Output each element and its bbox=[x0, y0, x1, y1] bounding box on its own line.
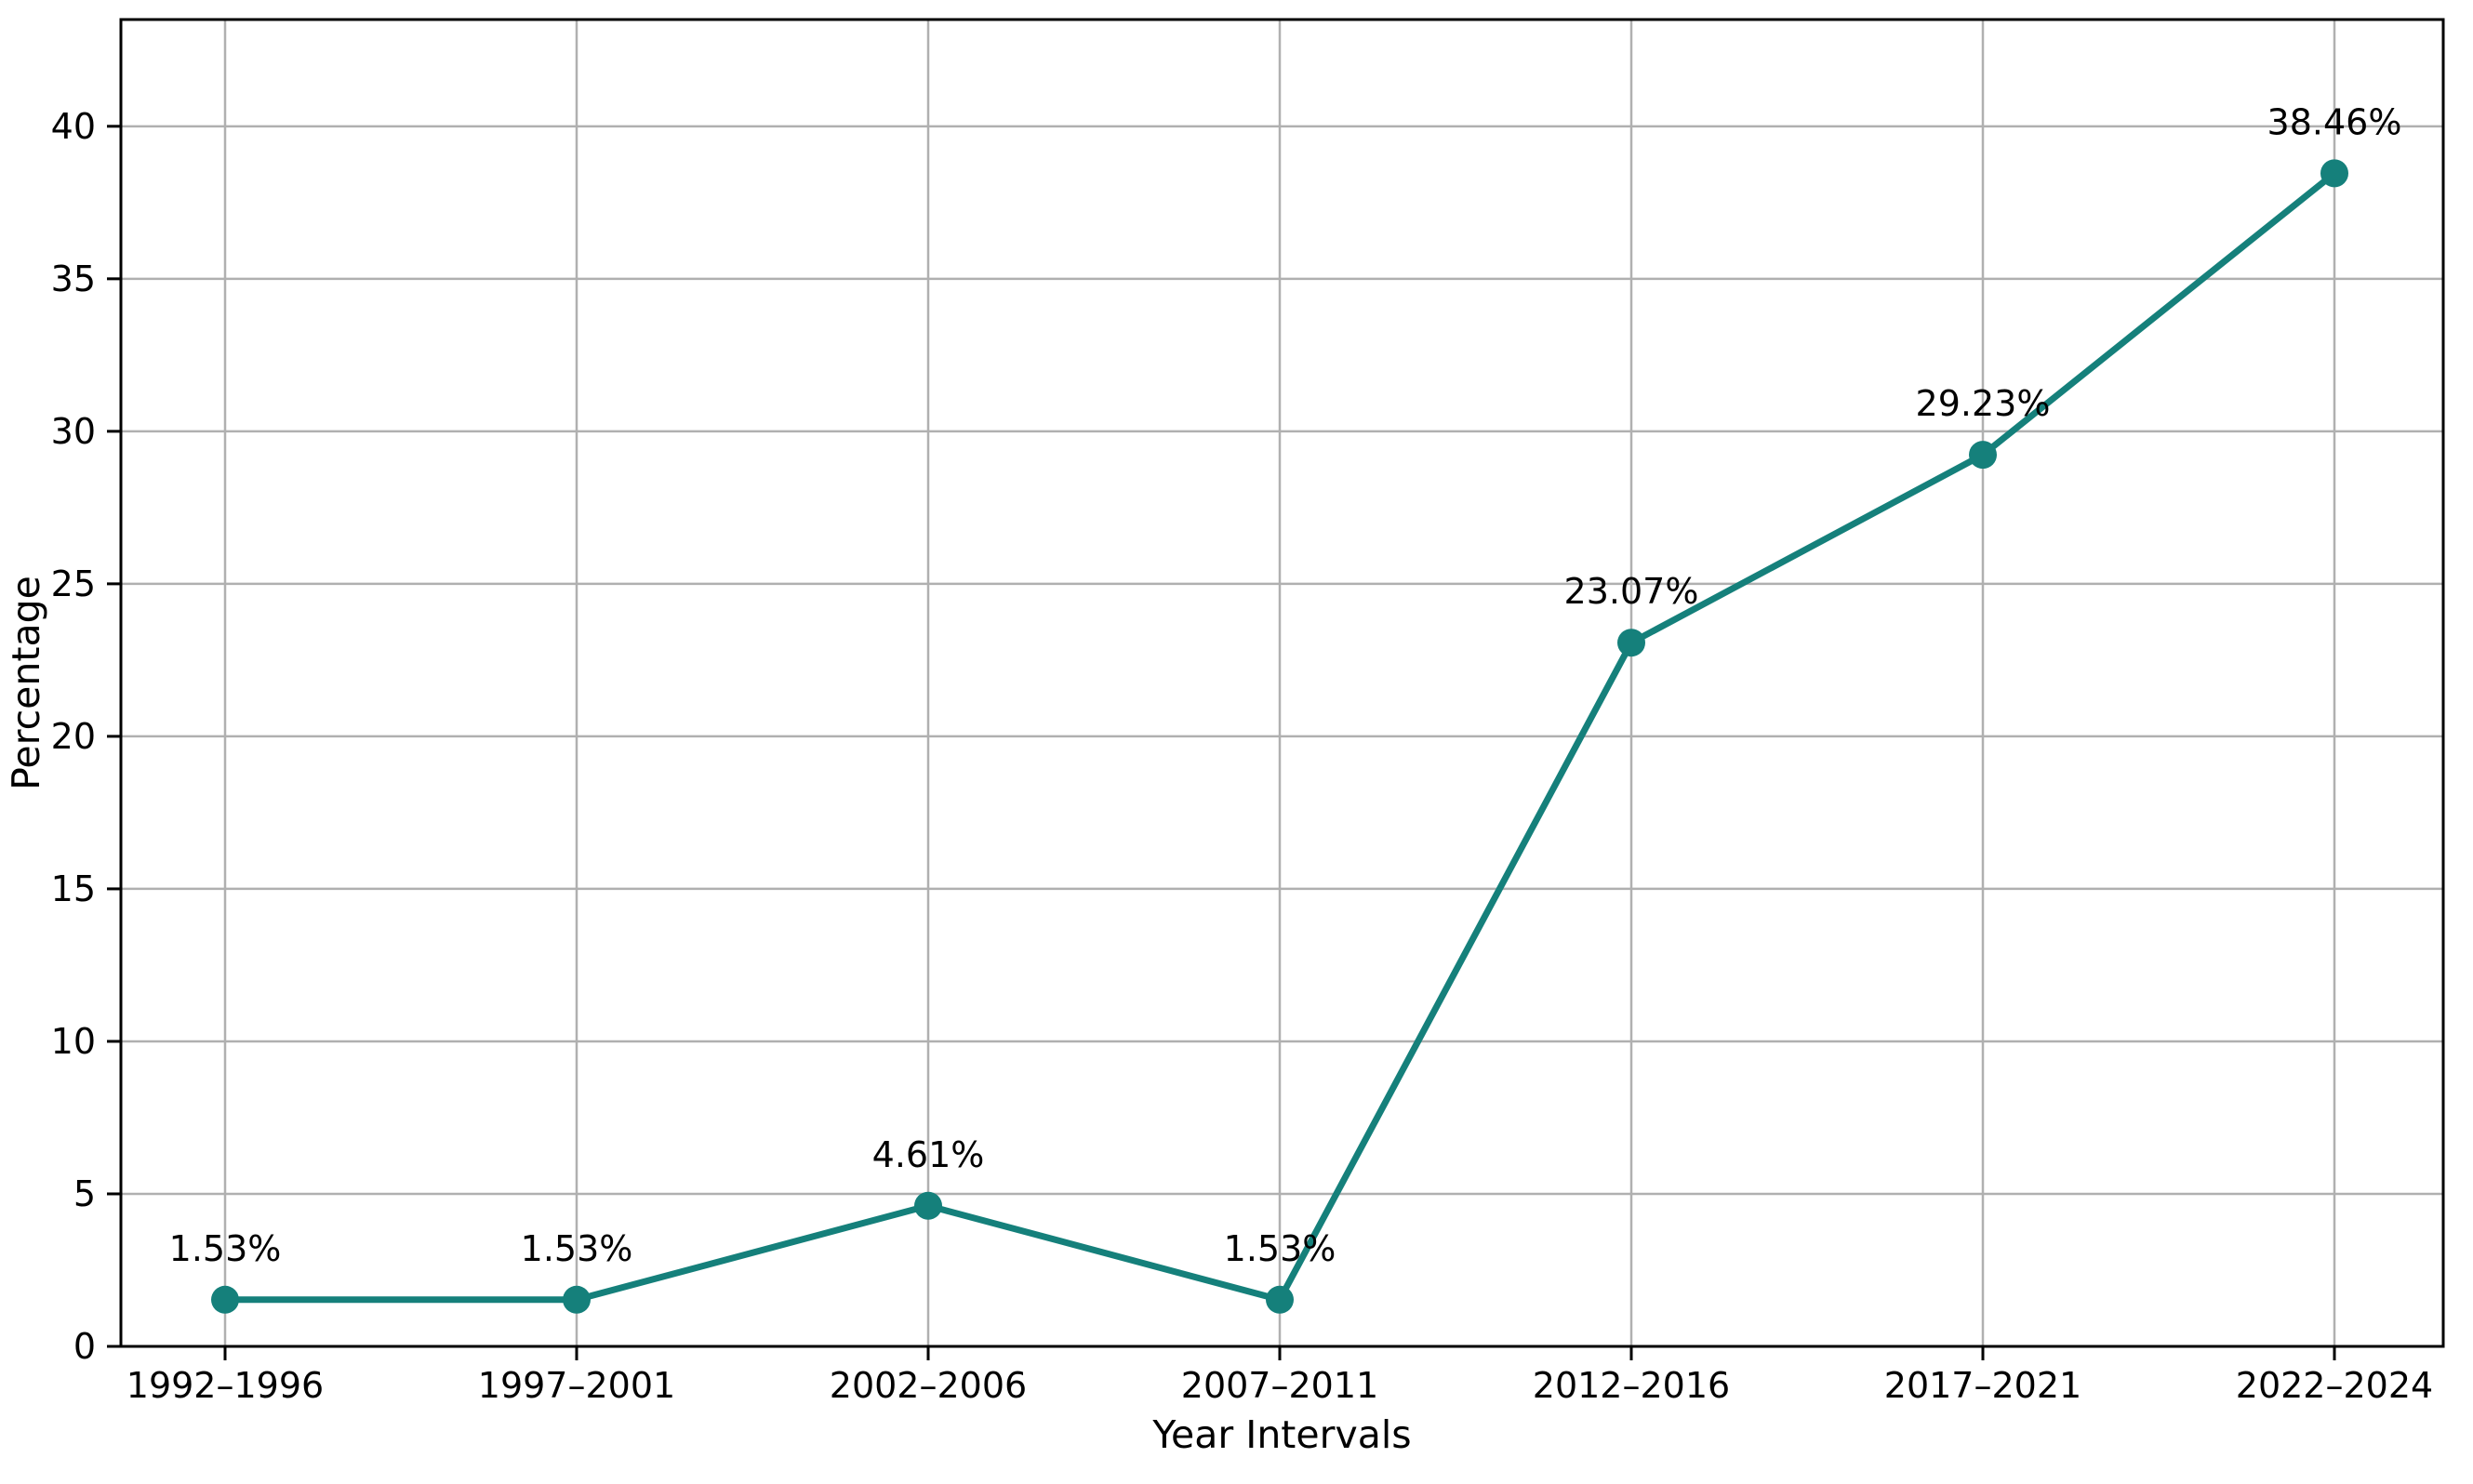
data-point-label: 38.46% bbox=[2267, 101, 2402, 142]
data-point-label: 1.53% bbox=[1224, 1228, 1336, 1269]
x-tick-label: 2017–2021 bbox=[1884, 1365, 2081, 1406]
y-tick-label: 10 bbox=[51, 1021, 96, 1062]
y-tick-label: 25 bbox=[51, 563, 96, 604]
x-tick-label: 2007–2011 bbox=[1181, 1365, 1378, 1406]
x-tick-label: 2022–2024 bbox=[2236, 1365, 2433, 1406]
x-axis-label: Year Intervals bbox=[1151, 1412, 1411, 1457]
data-point-label: 29.23% bbox=[1916, 383, 2051, 424]
y-axis-label: Percentage bbox=[4, 576, 48, 790]
data-point-marker bbox=[914, 1191, 942, 1220]
data-point-marker bbox=[563, 1285, 591, 1314]
data-point-marker bbox=[1969, 441, 1997, 470]
y-tick-label: 0 bbox=[73, 1326, 96, 1367]
y-tick-label: 20 bbox=[51, 716, 96, 757]
data-point-marker bbox=[1266, 1285, 1294, 1314]
x-tick-label: 2012–2016 bbox=[1533, 1365, 1730, 1406]
data-point-marker bbox=[2320, 159, 2348, 188]
y-tick-label: 30 bbox=[51, 411, 96, 452]
x-tick-label: 1992–1996 bbox=[126, 1365, 324, 1406]
y-tick-label: 35 bbox=[51, 258, 96, 299]
data-point-marker bbox=[1617, 629, 1645, 657]
x-tick-label: 2002–2006 bbox=[830, 1365, 1027, 1406]
y-tick-label: 40 bbox=[51, 106, 96, 147]
data-point-label: 4.61% bbox=[872, 1134, 985, 1175]
data-point-label: 1.53% bbox=[521, 1228, 633, 1269]
y-tick-label: 5 bbox=[73, 1173, 96, 1214]
x-tick-label: 1997–2001 bbox=[478, 1365, 675, 1406]
plot-border bbox=[119, 18, 2445, 1348]
data-point-marker bbox=[211, 1285, 239, 1314]
y-tick-label: 15 bbox=[51, 868, 96, 909]
data-point-label: 1.53% bbox=[169, 1228, 282, 1269]
data-point-label: 23.07% bbox=[1564, 571, 1699, 612]
